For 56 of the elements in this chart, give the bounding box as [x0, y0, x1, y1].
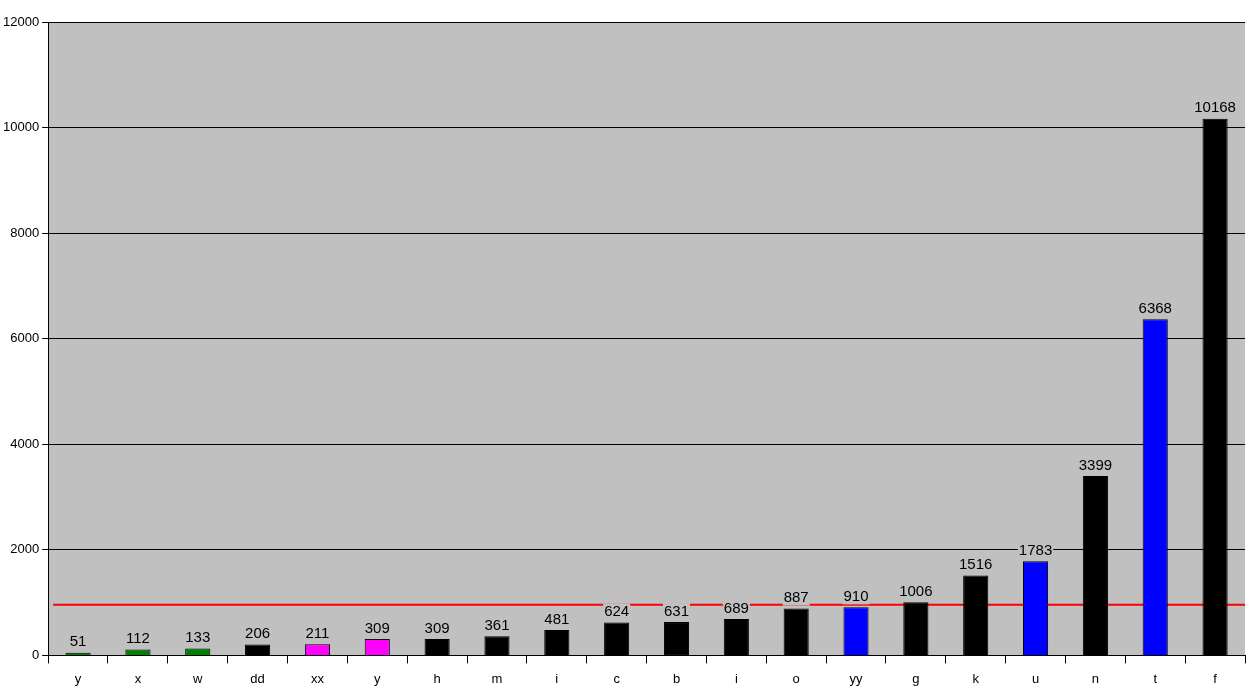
x-tick-label: o: [792, 670, 800, 686]
x-tick-label: k: [972, 670, 980, 686]
data-label: 51: [69, 632, 87, 650]
data-label: 887: [783, 588, 809, 606]
y-tick-label: 8000: [10, 224, 40, 240]
y-tick-label: 6000: [10, 330, 40, 346]
data-label: 624: [604, 602, 630, 620]
bar: [903, 602, 929, 655]
x-tick-label: f: [1213, 670, 1218, 686]
data-label: 1006: [899, 581, 933, 599]
data-label: 631: [663, 601, 690, 619]
data-label: 211: [305, 623, 330, 641]
data-label: 1516: [959, 555, 993, 573]
x-tick-label: y: [74, 670, 82, 686]
x-tick-label: yy: [849, 670, 864, 686]
y-tick-label: 0: [31, 646, 40, 662]
x-tick-label: u: [1031, 670, 1040, 686]
data-label: 3399: [1078, 455, 1113, 473]
data-label: 133: [185, 628, 211, 646]
data-label: 309: [424, 618, 450, 636]
x-tick-label: m: [491, 670, 503, 686]
y-tick-label: 10000: [2, 119, 40, 135]
x-tick-label: c: [613, 670, 621, 686]
x-tick-label: g: [912, 670, 920, 686]
x-tick-label: x: [134, 670, 142, 686]
bar: [484, 636, 510, 655]
data-label: 1783: [1018, 540, 1053, 558]
x-tick-label: i: [555, 670, 559, 686]
bar: [544, 630, 570, 655]
data-label: 689: [723, 598, 749, 616]
bar: [963, 575, 989, 655]
x-tick-label: n: [1091, 670, 1100, 686]
x-tick-label: h: [433, 670, 441, 686]
data-label: 206: [245, 624, 271, 642]
data-label: 6368: [1138, 298, 1172, 316]
data-label: 112: [125, 629, 150, 647]
x-tick-label: xx: [310, 670, 325, 686]
bar: [663, 622, 690, 655]
y-tick-label: 4000: [10, 435, 40, 451]
bar: [424, 639, 450, 655]
x-tick-label: b: [672, 670, 681, 686]
bar: [723, 619, 749, 655]
y-tick-label: 12000: [2, 13, 40, 29]
x-tick-label: t: [1153, 670, 1158, 686]
x-tick-label: y: [374, 670, 382, 686]
data-label: 361: [484, 615, 510, 633]
data-label: 309: [364, 618, 390, 636]
bar: [604, 622, 630, 655]
data-label: 10168: [1194, 98, 1236, 116]
x-tick-label: i: [734, 670, 738, 686]
y-tick-label: 2000: [10, 541, 40, 557]
x-tick-label: w: [192, 670, 204, 686]
data-label: 910: [843, 587, 869, 605]
data-label: 481: [544, 609, 570, 627]
x-tick-label: dd: [250, 670, 265, 686]
bar: [245, 644, 271, 655]
